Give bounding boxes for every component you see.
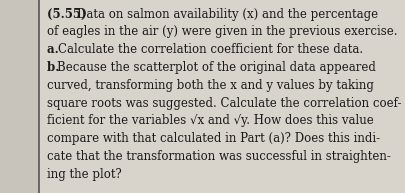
Text: square roots was suggested. Calculate the correlation coef-: square roots was suggested. Calculate th…: [47, 96, 400, 109]
Text: Calculate the correlation coefficient for these data.: Calculate the correlation coefficient fo…: [58, 43, 362, 56]
Text: a.: a.: [47, 43, 66, 56]
Text: b.: b.: [47, 61, 67, 74]
Text: of eagles in the air (y) were given in the previous exercise.: of eagles in the air (y) were given in t…: [47, 25, 396, 38]
Text: ing the plot?: ing the plot?: [47, 168, 121, 180]
Text: (5.55): (5.55): [47, 8, 90, 21]
Text: compare with that calculated in Part (a)? Does this indi-: compare with that calculated in Part (a)…: [47, 132, 379, 145]
Text: Because the scatterplot of the original data appeared: Because the scatterplot of the original …: [57, 61, 375, 74]
Text: ficient for the variables √x and √y. How does this value: ficient for the variables √x and √y. How…: [47, 114, 373, 127]
Text: Data on salmon availability (x) and the percentage: Data on salmon availability (x) and the …: [77, 8, 377, 21]
Text: cate that the transformation was successful in straighten-: cate that the transformation was success…: [47, 150, 390, 163]
Text: curved, transforming both the x and y values by taking: curved, transforming both the x and y va…: [47, 79, 373, 92]
